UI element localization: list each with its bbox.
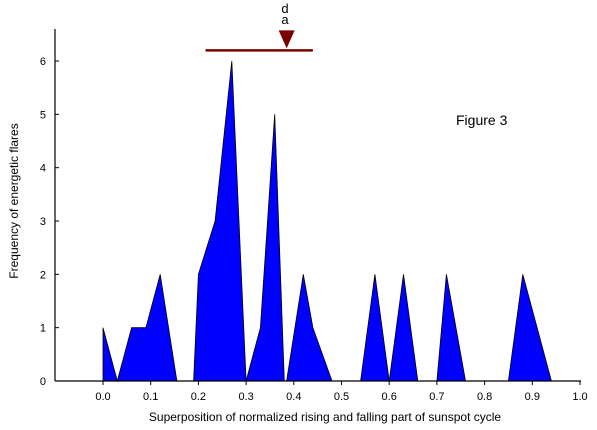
y-tick-label: 1 bbox=[40, 323, 46, 335]
y-axis-title: Frequency of energetic flares bbox=[7, 123, 21, 278]
x-tick-label: 0.7 bbox=[429, 391, 444, 403]
x-tick-label: 1.0 bbox=[572, 391, 587, 403]
y-tick-label: 3 bbox=[40, 216, 46, 228]
x-tick-label: 0.5 bbox=[334, 391, 349, 403]
series-area-0 bbox=[102, 60, 552, 383]
x-tick-label: 0.1 bbox=[143, 391, 158, 403]
x-tick-label: 0.6 bbox=[382, 391, 397, 403]
y-tick-label: 0 bbox=[40, 376, 46, 388]
x-tick-label: 0.3 bbox=[238, 391, 253, 403]
y-tick-label: 2 bbox=[40, 269, 46, 281]
range-arrow bbox=[278, 30, 295, 49]
x-tick-label: 0.2 bbox=[191, 391, 206, 403]
x-tick-label: 0.4 bbox=[286, 391, 301, 403]
y-tick-label: 6 bbox=[40, 56, 46, 68]
x-tick-label: 0.8 bbox=[477, 391, 492, 403]
x-tick-label: 0.9 bbox=[525, 391, 540, 403]
x-axis-title: Superposition of normalized rising and f… bbox=[149, 410, 502, 424]
y-tick-label: 4 bbox=[40, 163, 46, 175]
x-tick-label: 0.0 bbox=[95, 391, 110, 403]
marker-label-d: d bbox=[281, 1, 288, 16]
marker-label-a: a bbox=[281, 12, 289, 27]
y-tick-label: 5 bbox=[40, 109, 46, 121]
plot-area: 0 1 2 3 4 5 6 0.0 0.1 0.2 0.3 0.4 0.5 0.6 0.7 0.8 0.9 1.0 bbox=[40, 29, 588, 403]
figure-label: Figure 3 bbox=[456, 112, 508, 128]
